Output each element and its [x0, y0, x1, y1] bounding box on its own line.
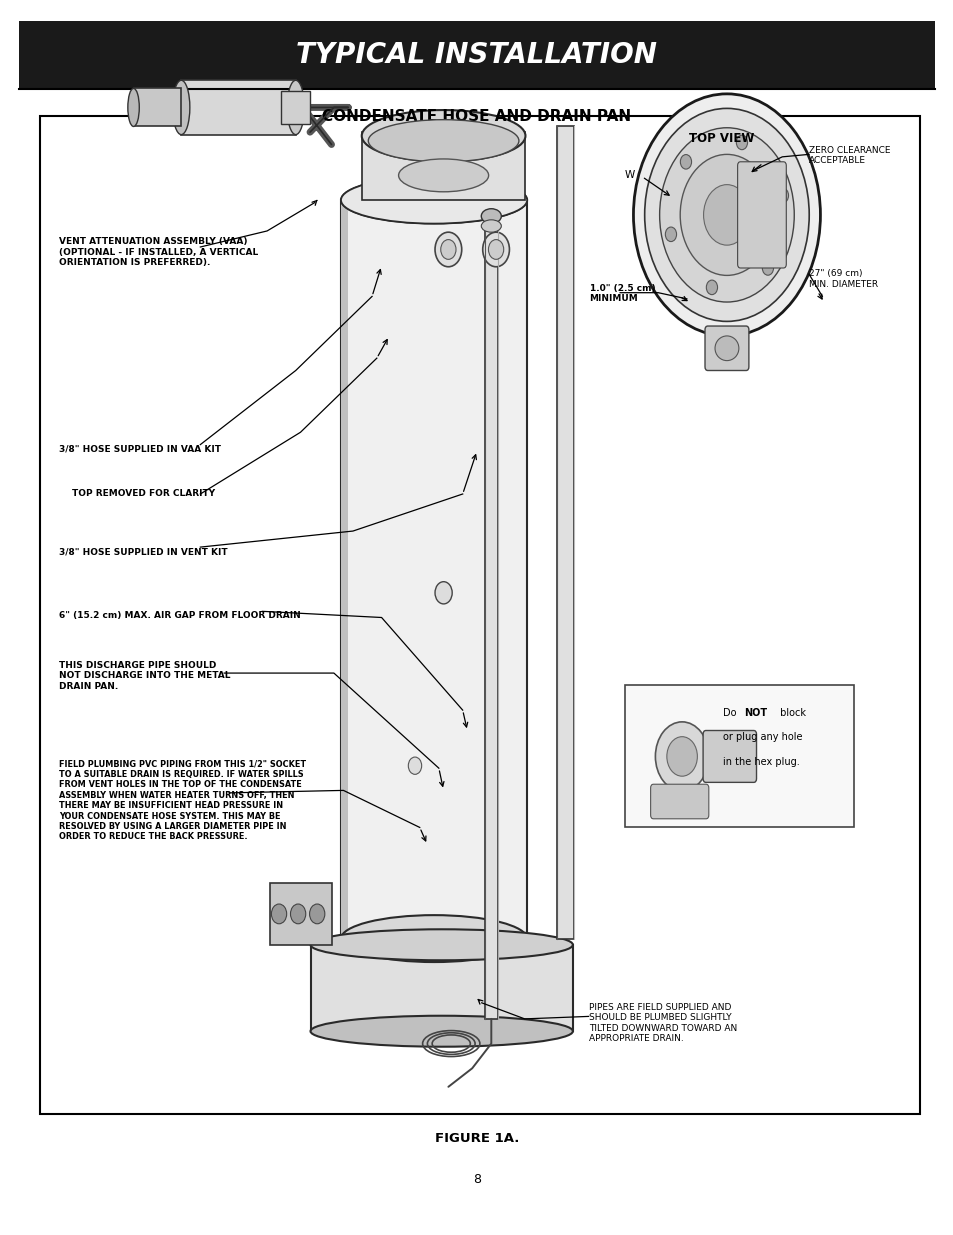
Bar — [270, 883, 332, 945]
Text: FIGURE 1A.: FIGURE 1A. — [435, 1132, 518, 1145]
Text: PIPES ARE FIELD SUPPLIED AND
SHOULD BE PLUMBED SLIGHTLY
TILTED DOWNWARD TOWARD A: PIPES ARE FIELD SUPPLIED AND SHOULD BE P… — [588, 1003, 736, 1044]
Bar — [624, 685, 853, 827]
Bar — [311, 945, 572, 1031]
Circle shape — [644, 109, 808, 321]
Text: W: W — [624, 170, 635, 180]
Circle shape — [408, 757, 421, 774]
Circle shape — [705, 280, 717, 295]
FancyBboxPatch shape — [702, 731, 756, 783]
Bar — [40, 116, 919, 1114]
Circle shape — [272, 904, 287, 924]
Circle shape — [666, 736, 697, 777]
Circle shape — [664, 227, 676, 242]
Ellipse shape — [172, 80, 190, 135]
Bar — [484, 222, 497, 1019]
Ellipse shape — [341, 177, 527, 224]
Text: ZERO CLEARANCE
ACCEPTABLE: ZERO CLEARANCE ACCEPTABLE — [808, 146, 889, 165]
Ellipse shape — [341, 915, 527, 962]
Bar — [181, 80, 295, 135]
Circle shape — [777, 188, 788, 203]
FancyBboxPatch shape — [704, 326, 748, 370]
Text: TYPICAL INSTALLATION: TYPICAL INSTALLATION — [296, 41, 657, 69]
Bar — [341, 200, 526, 939]
Text: 6" (15.2 cm) MAX. AIR GAP FROM FLOOR DRAIN: 6" (15.2 cm) MAX. AIR GAP FROM FLOOR DRA… — [59, 611, 300, 620]
Ellipse shape — [368, 120, 518, 162]
Text: or plug any hole: or plug any hole — [722, 732, 801, 742]
Text: block: block — [776, 708, 804, 718]
Ellipse shape — [128, 89, 139, 126]
Circle shape — [659, 127, 794, 303]
Text: 1.0" (2.5 cm)
MINIMUM: 1.0" (2.5 cm) MINIMUM — [589, 284, 655, 304]
Circle shape — [435, 232, 461, 267]
Text: CONDENSATE HOSE AND DRAIN PAN: CONDENSATE HOSE AND DRAIN PAN — [322, 109, 631, 124]
Text: THIS DISCHARGE PIPE SHOULD
NOT DISCHARGE INTO THE METAL
DRAIN PAN.: THIS DISCHARGE PIPE SHOULD NOT DISCHARGE… — [59, 661, 231, 690]
Ellipse shape — [480, 220, 501, 232]
Bar — [281, 91, 310, 124]
Text: TOP VIEW: TOP VIEW — [688, 132, 754, 146]
FancyBboxPatch shape — [737, 162, 785, 268]
Circle shape — [290, 904, 305, 924]
Text: 3/8" HOSE SUPPLIED IN VENT KIT: 3/8" HOSE SUPPLIED IN VENT KIT — [59, 547, 228, 556]
FancyBboxPatch shape — [650, 784, 708, 819]
Text: 27" (69 cm)
MIN. DIAMETER: 27" (69 cm) MIN. DIAMETER — [808, 269, 877, 289]
Circle shape — [679, 154, 773, 275]
Ellipse shape — [715, 336, 738, 361]
Circle shape — [761, 261, 773, 275]
Text: VENT ATTENUATION ASSEMBLY (VAA)
(OPTIONAL - IF INSTALLED, A VERTICAL
ORIENTATION: VENT ATTENUATION ASSEMBLY (VAA) (OPTIONA… — [59, 237, 258, 267]
Circle shape — [633, 94, 820, 336]
Text: TOP REMOVED FOR CLARITY: TOP REMOVED FOR CLARITY — [71, 489, 214, 498]
Circle shape — [488, 240, 503, 259]
Text: 3/8" HOSE SUPPLIED IN VAA KIT: 3/8" HOSE SUPPLIED IN VAA KIT — [59, 445, 221, 453]
Bar — [341, 200, 348, 939]
Circle shape — [679, 154, 691, 169]
Circle shape — [655, 721, 708, 792]
Ellipse shape — [480, 209, 501, 224]
Text: in the hex plug.: in the hex plug. — [722, 757, 799, 767]
Ellipse shape — [398, 159, 488, 191]
Ellipse shape — [287, 80, 304, 135]
Bar — [361, 132, 525, 200]
Circle shape — [736, 135, 747, 149]
Circle shape — [702, 185, 750, 246]
FancyBboxPatch shape — [19, 21, 934, 89]
Circle shape — [435, 582, 452, 604]
Circle shape — [440, 240, 456, 259]
Ellipse shape — [361, 110, 525, 162]
Text: FIELD PLUMBING PVC PIPING FROM THIS 1/2" SOCKET
TO A SUITABLE DRAIN IS REQUIRED.: FIELD PLUMBING PVC PIPING FROM THIS 1/2"… — [59, 760, 306, 841]
Circle shape — [309, 904, 324, 924]
Bar — [133, 89, 181, 126]
Text: NOT: NOT — [743, 708, 766, 718]
Ellipse shape — [341, 177, 527, 224]
Bar — [557, 126, 574, 939]
Ellipse shape — [310, 1015, 572, 1047]
Text: Do: Do — [722, 708, 739, 718]
Ellipse shape — [310, 929, 572, 961]
Text: 8: 8 — [473, 1173, 480, 1186]
Circle shape — [482, 232, 509, 267]
